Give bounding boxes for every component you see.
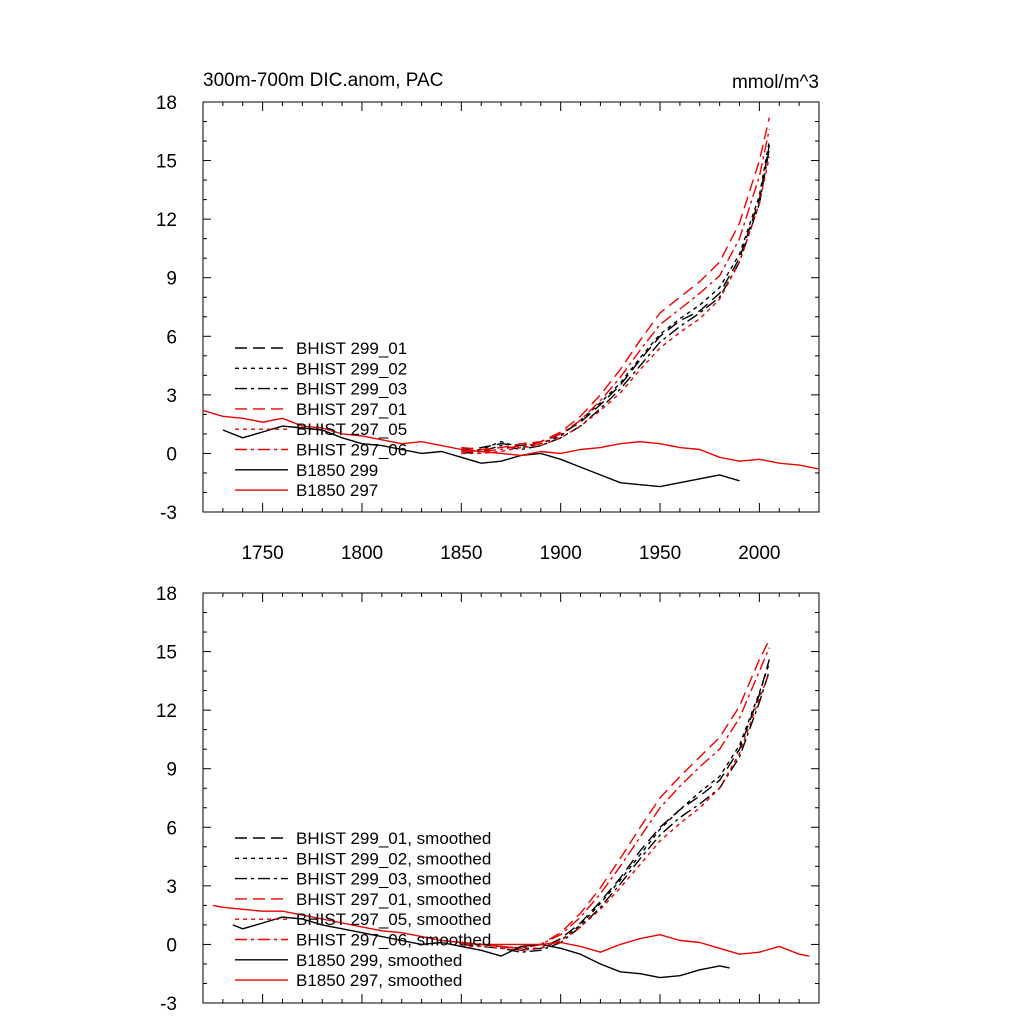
series-line: [461, 670, 770, 953]
units-label: mmol/m^3: [732, 72, 819, 93]
series-line: [461, 156, 770, 455]
y-tick-label: 9: [166, 269, 177, 290]
legend-label: BHIST 299_03: [296, 380, 407, 399]
series-line: [202, 409, 820, 470]
y-tick-label: 15: [156, 643, 177, 664]
y-tick-label: 18: [156, 93, 177, 114]
series-line: [461, 639, 770, 949]
legend-label: BHIST 299_03, smoothed: [296, 870, 491, 889]
y-tick-label: -3: [160, 994, 177, 1015]
legend-label: B1850 297, smoothed: [296, 971, 462, 990]
series-line: [461, 129, 770, 453]
y-tick-label: 3: [166, 877, 177, 898]
series-line: [461, 659, 770, 951]
x-tick-label: 1800: [341, 543, 383, 564]
y-tick-label: 0: [166, 935, 177, 956]
legend-label: BHIST 299_02, smoothed: [296, 849, 491, 868]
y-tick-label: 9: [166, 760, 177, 781]
y-tick-label: 18: [156, 584, 177, 605]
series-line: [461, 647, 770, 949]
x-tick-label: 1850: [440, 543, 482, 564]
y-tick-label: -3: [160, 503, 177, 524]
x-tick-label: 1900: [540, 543, 582, 564]
y-tick-label: 15: [156, 152, 177, 173]
series-line: [461, 140, 770, 453]
legend-label: BHIST 297_01: [296, 400, 407, 419]
x-tick-label: 1750: [241, 543, 283, 564]
x-tick-label: 2000: [738, 543, 780, 564]
series-line: [461, 672, 770, 951]
legend-label: BHIST 299_02: [296, 359, 407, 378]
legend-label: B1850 299: [296, 461, 378, 480]
legend-label: BHIST 297_05, smoothed: [296, 910, 491, 929]
plot-frame: [202, 592, 820, 1004]
legend-label: B1850 297: [296, 481, 378, 500]
legend-label: BHIST 297_01, smoothed: [296, 890, 491, 909]
y-tick-label: 12: [156, 210, 177, 231]
legend-label: BHIST 297_05: [296, 420, 407, 439]
series-line: [222, 425, 740, 488]
plot-frame: [202, 101, 820, 513]
series-line: [461, 117, 770, 451]
series-line: [212, 904, 810, 957]
x-tick-label: 1950: [639, 543, 681, 564]
y-tick-label: 12: [156, 701, 177, 722]
series-line: [461, 663, 770, 949]
y-tick-label: 0: [166, 444, 177, 465]
legend-label: B1850 299, smoothed: [296, 951, 462, 970]
y-tick-label: 6: [166, 818, 177, 839]
y-tick-label: 6: [166, 327, 177, 348]
top-panel: -3 0 3 6 9 12 15 18 1750 1800 1850 1900 1950 2000 300m…: [156, 70, 820, 564]
series-line: [232, 916, 730, 979]
y-tick-label: 3: [166, 386, 177, 407]
legend-label: BHIST 297_06, smoothed: [296, 931, 491, 950]
legend-label: BHIST 299_01: [296, 339, 407, 358]
legend-label: BHIST 297_06: [296, 441, 407, 460]
series-line: [461, 144, 770, 451]
chart-title: 300m-700m DIC.anom, PAC: [203, 70, 443, 91]
legend-label: BHIST 299_01, smoothed: [296, 829, 491, 848]
series-line: [461, 148, 770, 455]
